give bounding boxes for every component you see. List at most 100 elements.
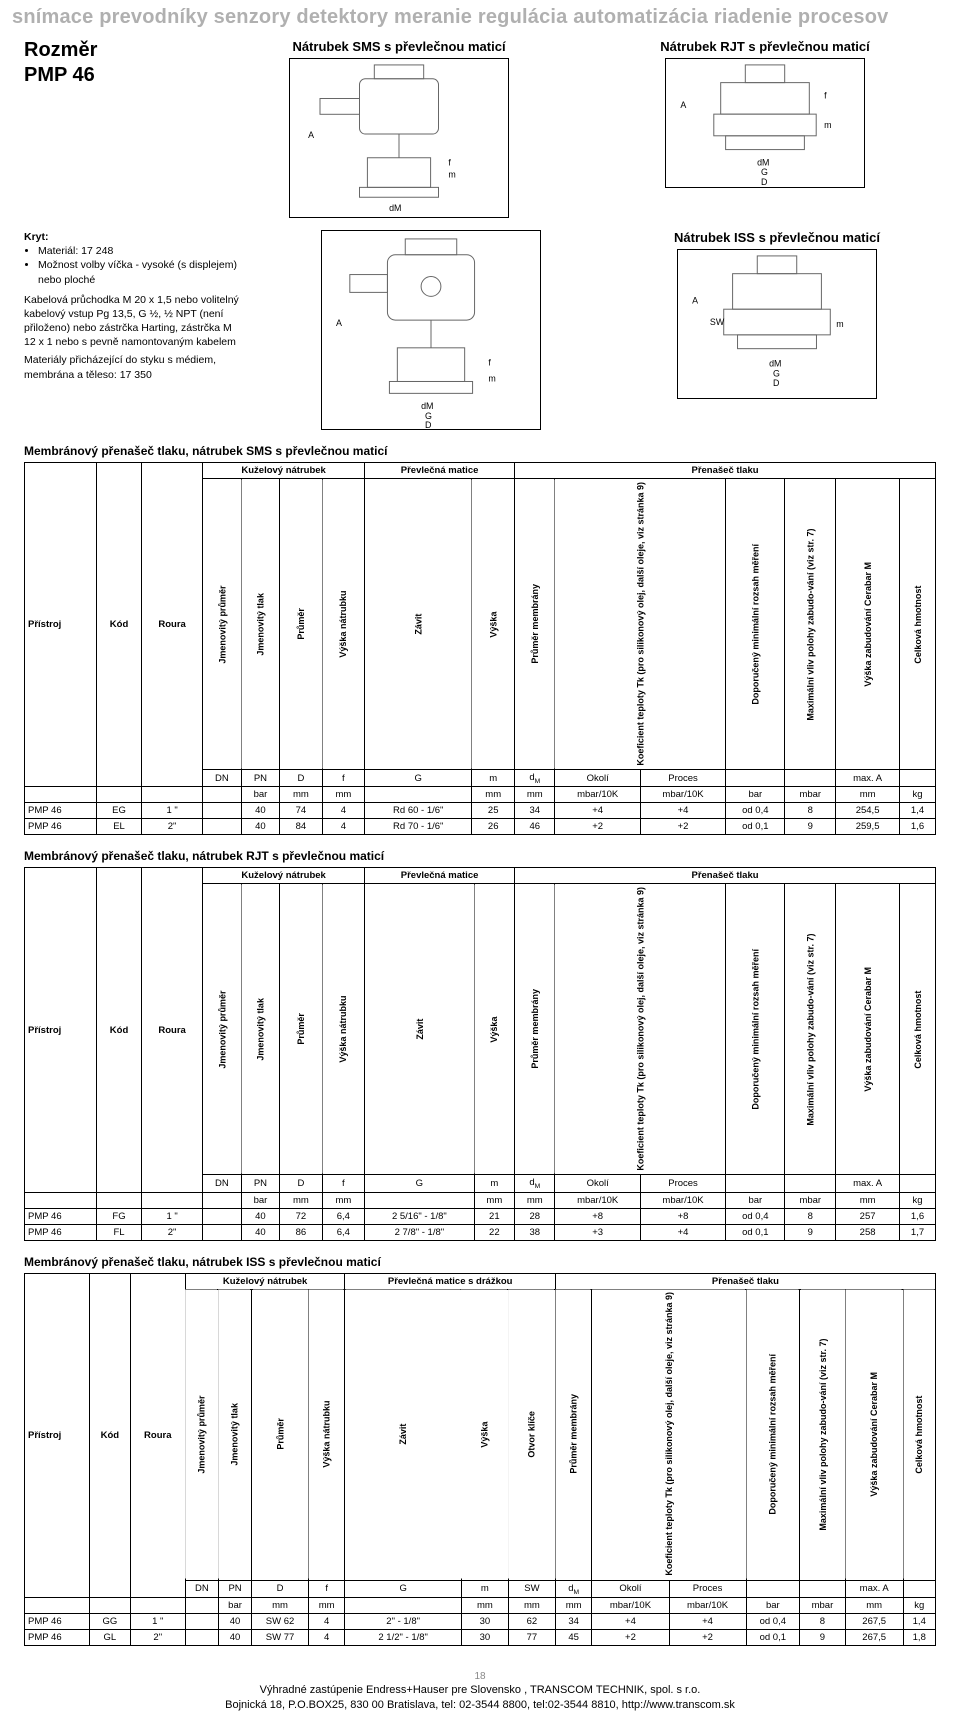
table-row: PMP 46 FL 2" 40 86 6,4 2 7/8" - 1/8" 22 … — [25, 1224, 936, 1240]
kryt-block: Kryt: Materiál: 17 248 Možnost volby víč… — [24, 230, 244, 430]
u-m: m — [472, 769, 515, 787]
table-iss: Přístroj Kód Roura Kuželový nátrubek Pře… — [24, 1273, 936, 1646]
fig-sms-lower: A f m dM G D — [272, 230, 590, 430]
u-proces: Proces — [640, 769, 725, 787]
th-kod: Kód — [96, 463, 141, 787]
footer-line1: Výhradné zastúpenie Endress+Hauser pre S… — [24, 1683, 936, 1697]
u2-mm5: mm — [836, 787, 900, 803]
page-title: Rozměr PMP 46 — [24, 39, 204, 87]
u2-mm4: mm — [515, 787, 555, 803]
svg-text:dM: dM — [421, 401, 433, 411]
table-row: PMP 46 GL 2" 40 SW 77 4 2 1/2" - 1/8" 30… — [25, 1630, 936, 1646]
svg-text:D: D — [773, 378, 779, 388]
svg-text:A: A — [308, 130, 314, 140]
u-okoli: Okolí — [555, 769, 640, 787]
svg-text:dM: dM — [769, 358, 781, 368]
table-row: PMP 46 GG 1 " 40 SW 62 4 2" - 1/8" 30 62… — [25, 1614, 936, 1630]
svg-text:D: D — [425, 420, 431, 429]
u2-mbk1: mbar/10K — [555, 787, 640, 803]
u-d: D — [280, 769, 322, 787]
u2-mbk2: mbar/10K — [640, 787, 725, 803]
table-sms: Přístroj Kód Roura Kuželový nátrubek Pře… — [24, 462, 936, 835]
svg-text:A: A — [680, 100, 686, 110]
fig-sms-lower-box: A f m dM G D — [321, 230, 541, 430]
svg-text:f: f — [824, 90, 827, 100]
kryt-item-1: Materiál: 17 248 — [38, 244, 244, 258]
kryt-item-2: Možnost volby víčka - vysoké (s displeje… — [38, 258, 244, 286]
page-number: 18 — [24, 1670, 936, 1683]
fig-rjt-caption: Nátrubek RJT s převlečnou maticí — [594, 39, 936, 54]
th-vyska: Výška — [472, 479, 515, 770]
fig-iss: Nátrubek ISS s převlečnou maticí A SW m … — [618, 230, 936, 430]
u2-bar: bar — [241, 787, 280, 803]
th-prenas: Přenašeč tlaku — [515, 463, 936, 479]
th-roura: Roura — [142, 463, 203, 787]
table-row: PMP 46 EG 1 " 40 74 4 Rd 60 - 1/6" 25 34… — [25, 803, 936, 819]
fig-iss-box: A SW m dM G D — [677, 249, 877, 399]
svg-text:f: f — [488, 358, 491, 368]
section3-title: Membránový přenašeč tlaku, nátrubek ISS … — [24, 1255, 936, 1269]
svg-text:dM: dM — [757, 157, 769, 167]
title-line1: Rozměr — [24, 39, 204, 62]
svg-text:f: f — [448, 158, 451, 168]
kryt-list: Materiál: 17 248 Možnost volby víčka - v… — [24, 244, 244, 287]
u-f: f — [322, 769, 364, 787]
th-jmen-tlak: Jmenovitý tlak — [241, 479, 280, 770]
fig-sms-caption: Nátrubek SMS s převlečnou maticí — [228, 39, 570, 54]
u2-mm2: mm — [322, 787, 364, 803]
u-dm: dM — [515, 769, 555, 787]
table-rjt: Přístroj Kód Roura Kuželový nátrubek Pře… — [24, 867, 936, 1240]
th-jmen-prumer: Jmenovitý průměr — [203, 479, 242, 770]
section1-title: Membránový přenašeč tlaku, nátrubek SMS … — [24, 444, 936, 458]
fig-iss-caption: Nátrubek ISS s převlečnou maticí — [618, 230, 936, 245]
site-banner: snímace prevodníky senzory detektory mer… — [0, 0, 960, 31]
u-maxa: max. A — [836, 769, 900, 787]
u2-bar2: bar — [726, 787, 785, 803]
svg-text:m: m — [448, 170, 455, 180]
th-koef: Koeficient teploty Tk (pro silikonový ol… — [555, 479, 726, 770]
svg-text:m: m — [836, 319, 843, 329]
th-prumer-memb: Průměr membrány — [515, 479, 555, 770]
u2-mbar: mbar — [785, 787, 836, 803]
title-line2: PMP 46 — [24, 64, 204, 87]
th-vyska-natr: Výška nátrubku — [322, 479, 364, 770]
fig-sms: Nátrubek SMS s převlečnou maticí A m f d… — [228, 39, 570, 218]
svg-text:m: m — [488, 373, 495, 383]
th-maxvliv: Maximální vliv polohy zabudo-vání (viz s… — [785, 479, 836, 770]
u-dn: DN — [203, 769, 242, 787]
th-doporuc: Doporučený minimální rozsah měření — [726, 479, 785, 770]
svg-text:D: D — [761, 177, 767, 187]
kryt-p2: Materiály přicházející do styku s médiem… — [24, 353, 244, 381]
th-kuzel: Kuželový nátrubek — [203, 463, 365, 479]
svg-text:SW: SW — [710, 317, 725, 327]
u-g: G — [365, 769, 472, 787]
th-pristroj: Přístroj — [25, 463, 97, 787]
kryt-head: Kryt: — [24, 230, 244, 244]
svg-text:A: A — [336, 318, 342, 328]
th-zavit: Závit — [365, 479, 472, 770]
table-row: PMP 46 FG 1 " 40 72 6,4 2 5/16" - 1/8" 2… — [25, 1208, 936, 1224]
page-container: Rozměr PMP 46 Nátrubek SMS s převlečnou … — [0, 31, 960, 1732]
svg-text:G: G — [773, 368, 780, 378]
fig-rjt: Nátrubek RJT s převlečnou maticí A f m d… — [594, 39, 936, 188]
fig-sms-box: A m f dM — [289, 58, 509, 218]
footer-line2: Bojnická 18, P.O.BOX25, 830 00 Bratislav… — [24, 1698, 936, 1712]
u-pn: PN — [241, 769, 280, 787]
svg-text:dM: dM — [389, 203, 401, 213]
kryt-p1: Kabelová průchodka M 20 x 1,5 nebo volit… — [24, 293, 244, 350]
page-footer: 18 Výhradné zastúpenie Endress+Hauser pr… — [24, 1670, 936, 1712]
table-row: PMP 46 EL 2" 40 84 4 Rd 70 - 1/6" 26 46 … — [25, 819, 936, 835]
u2-kg: kg — [900, 787, 936, 803]
th-celk: Celková hmotnost — [900, 479, 936, 770]
u2-mm1: mm — [280, 787, 322, 803]
u2-mm3: mm — [472, 787, 515, 803]
svg-text:A: A — [692, 295, 698, 305]
top-row: Rozměr PMP 46 Nátrubek SMS s převlečnou … — [24, 39, 936, 218]
svg-text:m: m — [824, 120, 831, 130]
th-prevl: Převlečná matice — [365, 463, 515, 479]
fig-rjt-box: A f m dM G D — [665, 58, 865, 188]
th-prumer: Průměr — [280, 479, 322, 770]
svg-text:G: G — [761, 167, 768, 177]
th-vyska-zab: Výška zabudování Cerabar M — [836, 479, 900, 770]
section2-title: Membránový přenašeč tlaku, nátrubek RJT … — [24, 849, 936, 863]
